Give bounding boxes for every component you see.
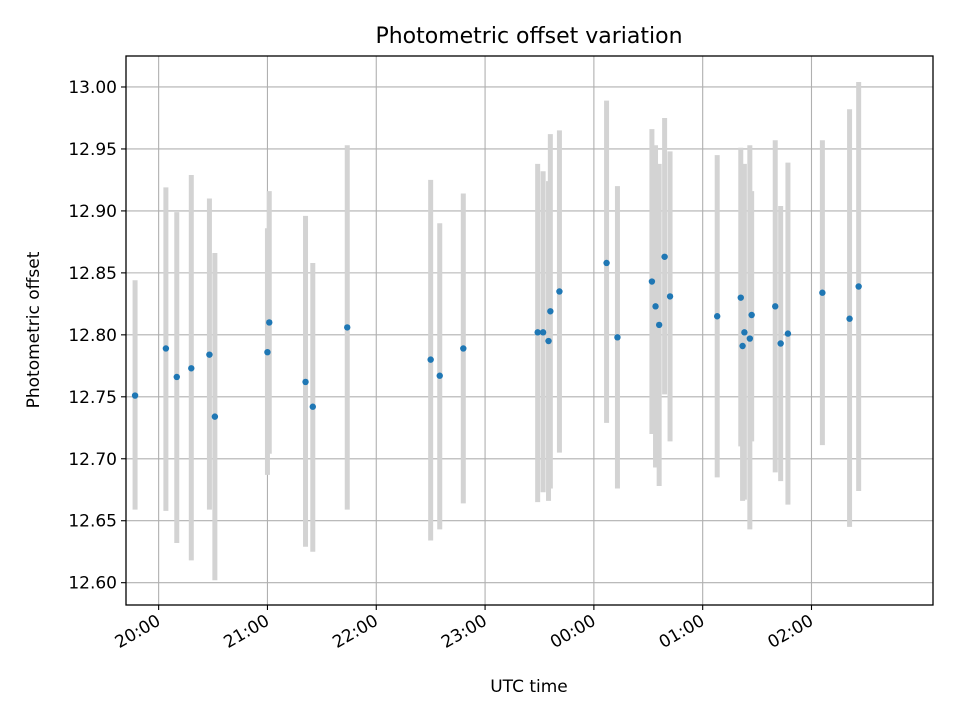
x-tick-label: 20:00: [112, 611, 164, 653]
data-point: [266, 319, 273, 326]
data-point: [713, 313, 721, 320]
data-point: [819, 289, 826, 296]
data-point: [539, 329, 547, 336]
data-point: [772, 303, 779, 310]
y-tick-label: 12.75: [68, 388, 117, 408]
y-axis-label: Photometric offset: [24, 251, 44, 408]
x-tick-label: 01:00: [656, 611, 708, 653]
data-point: [748, 311, 755, 319]
data-point: [784, 330, 792, 337]
grid: [126, 56, 933, 605]
data-point: [302, 378, 309, 386]
data-point: [655, 321, 663, 329]
data-point: [211, 413, 219, 420]
data-point: [737, 294, 744, 301]
data-point: [436, 372, 443, 379]
y-tick-label: 12.80: [68, 326, 117, 346]
y-tick-label: 12.65: [68, 512, 117, 532]
data-point: [206, 351, 213, 358]
y-axis-ticks: 12.60 12.65 12.70 12.75 12.80 12.85 12.90 12.95…: [68, 78, 126, 594]
x-tick-label: 22:00: [329, 611, 381, 653]
chart-title: Photometric offset variation: [375, 24, 682, 49]
data-point: [534, 329, 541, 336]
data-point: [652, 303, 659, 310]
plot-frame: [125, 55, 934, 606]
data-point: [344, 324, 351, 331]
y-tick-label: 12.95: [68, 140, 117, 160]
data-point: [545, 337, 552, 345]
data-point: [309, 403, 316, 410]
x-tick-label: 00:00: [547, 611, 599, 653]
data-point: [661, 253, 668, 260]
data-point: [648, 278, 656, 285]
x-axis-label: UTC time: [490, 677, 568, 697]
data-point: [547, 308, 554, 315]
data-point: [188, 365, 195, 372]
data-point: [741, 329, 748, 336]
y-tick-label: 13.00: [68, 78, 117, 98]
x-tick-label: 02:00: [765, 611, 817, 653]
data-point: [739, 342, 746, 350]
data-point: [614, 334, 621, 341]
data-point: [777, 340, 784, 347]
data-point: [666, 293, 674, 300]
data-point: [173, 373, 180, 381]
data-point: [460, 345, 467, 352]
error-bars: [132, 82, 862, 581]
data-point: [746, 335, 754, 342]
x-tick-label: 21:00: [221, 611, 273, 653]
y-tick-label: 12.90: [68, 202, 117, 222]
data-point: [855, 283, 862, 290]
data-point: [603, 259, 610, 267]
x-axis-ticks: 20:00 21:00 22:00 23:00 00:00 01:00 02:00: [112, 605, 817, 653]
data-point: [556, 288, 563, 295]
y-tick-label: 12.60: [68, 574, 117, 594]
data-point: [264, 348, 271, 356]
data-point: [131, 392, 139, 399]
data-point: [846, 315, 853, 322]
y-tick-label: 12.70: [68, 450, 117, 470]
y-tick-label: 12.85: [68, 264, 117, 284]
x-tick-label: 23:00: [438, 611, 490, 653]
data-point: [162, 345, 170, 352]
data-point: [427, 356, 434, 363]
data-points: [131, 253, 862, 420]
